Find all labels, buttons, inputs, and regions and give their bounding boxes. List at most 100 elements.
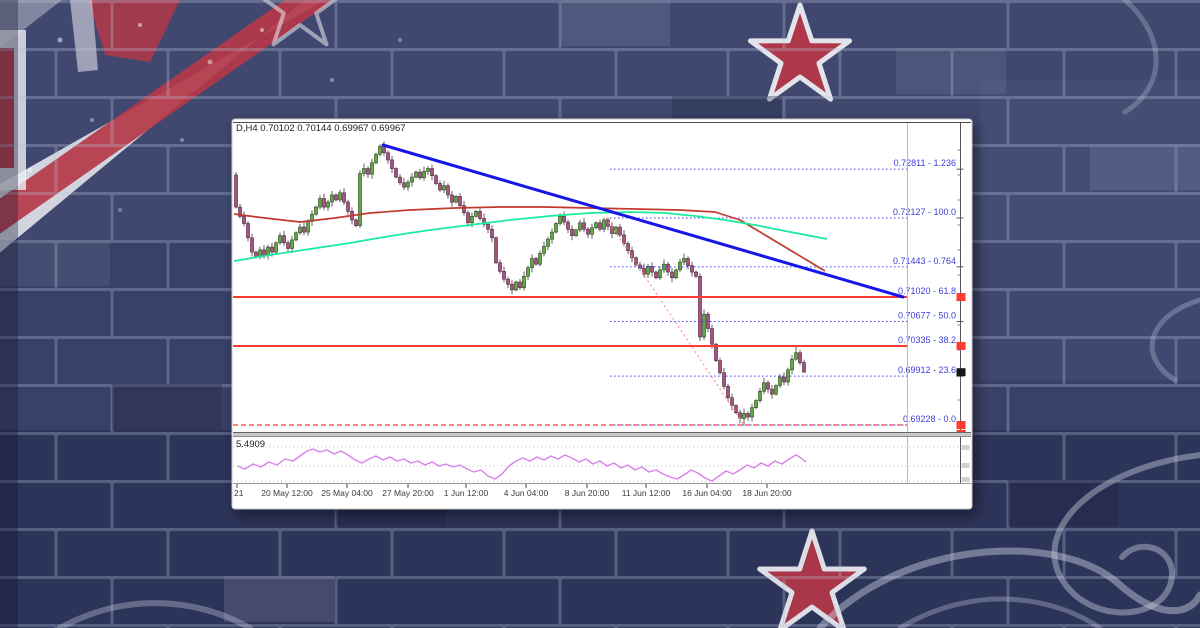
- fib-level: 0.72127 - 100.0: [610, 207, 956, 219]
- candle-body: [478, 211, 482, 219]
- candle-body: [778, 376, 782, 386]
- candle: [298, 223, 302, 235]
- candle-body: [746, 413, 750, 418]
- price-axis-marker: [956, 341, 966, 350]
- candle-body: [318, 198, 322, 208]
- candle-body: [538, 253, 542, 265]
- indicator-value-label: 5.4909: [236, 439, 265, 450]
- candle: [342, 187, 346, 206]
- candle-body: [546, 238, 550, 247]
- candle-body: [774, 385, 778, 395]
- price-axis-marker: [956, 293, 966, 302]
- candle-body: [562, 216, 566, 223]
- candle: [358, 170, 362, 228]
- date-label: 20 May 12:00: [261, 488, 313, 498]
- candle-body: [438, 183, 442, 191]
- candle-body: [362, 168, 366, 174]
- candle-body: [446, 185, 450, 196]
- candle: [370, 158, 374, 179]
- date-label: 18 Jun 20:00: [742, 488, 791, 498]
- candle: [710, 324, 714, 349]
- indicator-axis-label-smudge: [961, 463, 970, 468]
- candle-body: [770, 388, 774, 395]
- candle-body: [430, 168, 434, 176]
- candle: [766, 380, 770, 393]
- candle-body: [790, 358, 794, 371]
- candle: [670, 268, 674, 283]
- candle: [582, 217, 586, 233]
- candle-body: [554, 223, 558, 233]
- candle-body: [290, 239, 294, 249]
- candle: [438, 180, 442, 193]
- candle-body: [494, 237, 498, 264]
- candle: [574, 228, 578, 238]
- candle-body: [566, 221, 570, 230]
- candle-body: [646, 266, 650, 275]
- candle-body: [526, 267, 530, 277]
- candle-body: [758, 390, 762, 401]
- candle-body: [458, 196, 462, 206]
- candle-body: [510, 283, 514, 291]
- candle: [654, 270, 658, 280]
- candle-body: [670, 271, 674, 279]
- fib-level: 0.72811 - 1.236: [610, 158, 956, 170]
- candle: [742, 408, 746, 425]
- fib-level-label: 0.72811 - 1.236: [894, 158, 956, 168]
- candle-body: [658, 269, 662, 279]
- date-axis: 21 20 May 12:00 25 May 04:00 27 May 20:00 1 …: [234, 484, 792, 498]
- candle-body: [522, 276, 526, 289]
- candle-body: [674, 269, 678, 279]
- candle: [478, 208, 482, 221]
- candle: [454, 194, 458, 204]
- candle: [694, 270, 698, 278]
- candle-body: [426, 168, 430, 172]
- candle: [466, 210, 470, 227]
- candle-body: [342, 192, 346, 203]
- candle-body: [794, 352, 798, 360]
- date-label: 27 May 20:00: [382, 488, 434, 498]
- fib-level-label: 0.71443 - 0.764: [893, 256, 956, 266]
- candle: [286, 240, 290, 253]
- candle: [510, 280, 514, 295]
- candle: [374, 152, 378, 165]
- candle-body: [750, 407, 754, 418]
- candle: [238, 203, 242, 219]
- candle-body: [374, 153, 378, 164]
- candle: [602, 217, 606, 233]
- candle-body: [314, 206, 318, 215]
- candle: [646, 264, 650, 278]
- candle-body: [422, 171, 426, 179]
- candle-body: [582, 222, 586, 230]
- candle: [302, 222, 306, 236]
- fib-diagonal-line: [605, 217, 745, 426]
- candle-body: [482, 218, 486, 225]
- indicator-axis-label-smudge: [961, 445, 970, 450]
- candle: [422, 166, 426, 181]
- candle: [726, 384, 730, 402]
- candle-body: [766, 382, 770, 390]
- date-label: 8 Jun 20:00: [565, 488, 610, 498]
- candle: [570, 225, 574, 241]
- candle-body: [294, 232, 298, 241]
- candle-body: [622, 234, 626, 244]
- panel-separator: [233, 433, 971, 436]
- candle: [674, 268, 678, 280]
- candle-body: [614, 226, 618, 234]
- candle-body: [406, 181, 410, 188]
- candle-body: [550, 231, 554, 240]
- candle: [514, 280, 518, 292]
- candle: [802, 359, 806, 373]
- wall-speckles: [27, 23, 402, 212]
- candle-body: [578, 222, 582, 231]
- candle: [490, 225, 494, 243]
- candle-body: [234, 174, 238, 208]
- price-axis-marker: [956, 420, 966, 429]
- candle: [698, 273, 702, 342]
- candle-body: [718, 360, 722, 374]
- candles-layer: [234, 141, 806, 425]
- candle-body: [682, 258, 686, 263]
- candle: [494, 236, 498, 265]
- candle-body: [534, 258, 538, 265]
- candle-body: [394, 168, 398, 178]
